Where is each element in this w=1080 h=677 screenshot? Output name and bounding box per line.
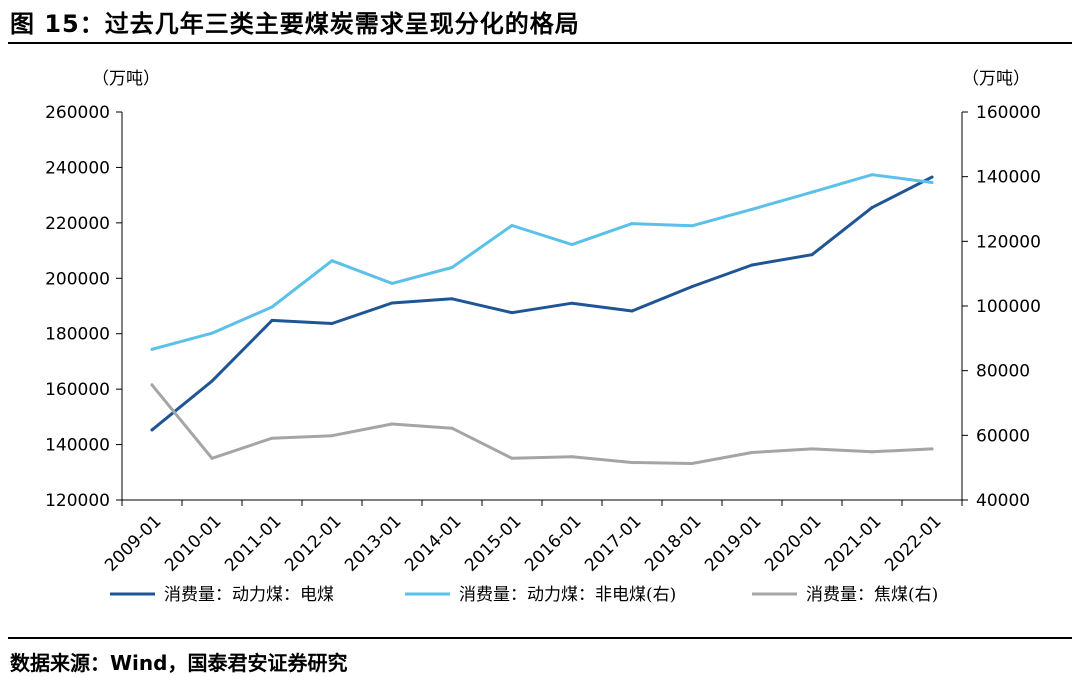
line-chart: 120000 140000 160000 180000 200000 220000 2400… <box>45 69 1041 605</box>
series-3-point <box>330 434 334 438</box>
series-2-point <box>570 243 574 247</box>
series-1-point <box>450 297 454 301</box>
x-tick-label: 2022-01 <box>881 511 945 575</box>
source-rule <box>8 637 1072 639</box>
right-axis-unit: （万吨） <box>962 69 1030 89</box>
x-tick-label: 2011-01 <box>221 511 285 575</box>
series-2-point <box>810 190 814 194</box>
series-3-point <box>210 456 214 460</box>
x-tick-label: 2012-01 <box>281 511 345 575</box>
axes: 120000 140000 160000 180000 200000 220000 2400… <box>45 69 1041 576</box>
series-2-point <box>510 223 514 227</box>
series-3-point <box>750 450 754 454</box>
left-tick-label: 140000 <box>45 436 110 456</box>
x-tick-label: 2015-01 <box>461 511 525 575</box>
series-2-point <box>750 207 754 211</box>
series-line-1 <box>150 175 934 432</box>
series-3-point <box>930 447 934 451</box>
right-tick-label: 80000 <box>976 362 1030 382</box>
series-1-point <box>510 311 514 315</box>
left-tick-label: 160000 <box>45 380 110 400</box>
x-tick-label: 2010-01 <box>161 511 225 575</box>
series-1-point <box>750 263 754 267</box>
right-tick-label: 160000 <box>976 103 1041 123</box>
x-tick-label: 2017-01 <box>581 511 645 575</box>
x-tick-label: 2019-01 <box>701 511 765 575</box>
series-3-point <box>870 450 874 454</box>
right-tick-label: 100000 <box>976 297 1041 317</box>
series-1-point <box>870 206 874 210</box>
right-tick-label: 40000 <box>976 491 1030 511</box>
left-tick-label: 260000 <box>45 103 110 123</box>
series-3-point <box>630 460 634 464</box>
series-3-point <box>390 422 394 426</box>
series-1-point <box>810 253 814 257</box>
x-tick-label: 2018-01 <box>641 511 705 575</box>
series-2-point <box>930 180 934 184</box>
series-3-point <box>690 461 694 465</box>
legend-label-3: 消费量：焦煤(右) <box>806 585 938 605</box>
series-1-point <box>930 175 934 179</box>
source-note: 数据来源：Wind，国泰君安证券研究 <box>10 651 348 675</box>
legend-label-1: 消费量：动力煤：电煤 <box>164 585 334 605</box>
left-tick-label: 200000 <box>45 269 110 289</box>
series-1-point <box>690 285 694 289</box>
series-2-point <box>450 266 454 270</box>
left-tick-label: 120000 <box>45 491 110 511</box>
series-1-point <box>570 301 574 305</box>
x-tick-label: 2016-01 <box>521 511 585 575</box>
series-1-point <box>210 379 214 383</box>
x-tick-label: 2021-01 <box>821 511 885 575</box>
x-tick-label: 2013-01 <box>341 511 405 575</box>
x-tick-label: 2014-01 <box>401 511 465 575</box>
series-lines <box>150 173 934 465</box>
series-3-point <box>450 426 454 430</box>
series-3-point <box>810 447 814 451</box>
series-2-point <box>690 224 694 228</box>
series-1-point <box>150 428 154 432</box>
series-3-point <box>150 383 154 387</box>
left-tick-label: 180000 <box>45 325 110 345</box>
legend: 消费量：动力煤：电煤 消费量：动力煤：非电煤(右) 消费量：焦煤(右) <box>110 585 938 605</box>
series-2-point <box>630 222 634 226</box>
title-rule <box>8 42 1072 44</box>
series-1-point <box>390 301 394 305</box>
series-2-point <box>210 331 214 335</box>
series-2-point <box>270 305 274 309</box>
right-tick-label: 140000 <box>976 168 1041 188</box>
left-tick-label: 220000 <box>45 214 110 234</box>
left-tick-label: 240000 <box>45 158 110 178</box>
x-tick-label: 2020-01 <box>761 511 825 575</box>
left-axis-unit: （万吨） <box>92 69 160 89</box>
series-1-point <box>330 321 334 325</box>
series-3-point <box>510 456 514 460</box>
right-tick-label: 120000 <box>976 232 1041 252</box>
series-3-point <box>270 436 274 440</box>
series-1-point <box>630 309 634 313</box>
series-2-point <box>390 281 394 285</box>
figure-title: 图 15：过去几年三类主要煤炭需求呈现分化的格局 <box>10 10 580 38</box>
series-2-point <box>330 259 334 263</box>
series-3-point <box>570 455 574 459</box>
series-1-point <box>270 318 274 322</box>
right-tick-label: 60000 <box>976 426 1030 446</box>
series-2-point <box>150 347 154 351</box>
series-line-3 <box>150 383 934 465</box>
x-tick-label: 2009-01 <box>101 511 165 575</box>
legend-label-2: 消费量：动力煤：非电煤(右) <box>459 585 676 605</box>
series-line-2 <box>150 173 934 351</box>
series-2-point <box>870 173 874 177</box>
